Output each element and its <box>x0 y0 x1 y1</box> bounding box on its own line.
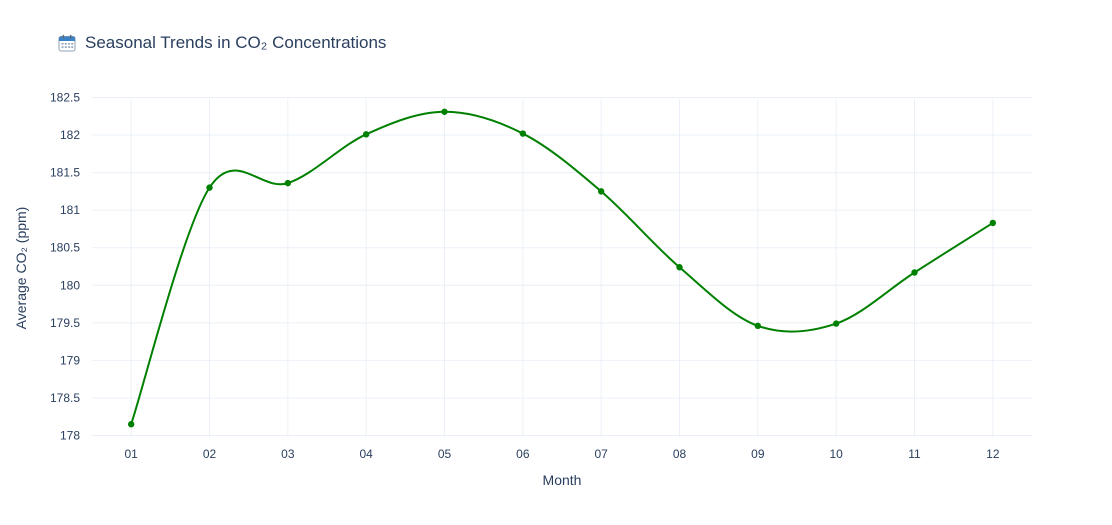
data-point <box>911 269 918 276</box>
data-point <box>362 131 370 138</box>
y-tick-label: 181.5 <box>50 166 80 180</box>
x-tick-label: 04 <box>359 447 373 461</box>
x-tick-label: 01 <box>124 447 138 461</box>
y-tick-label: 180 <box>60 278 80 292</box>
data-point <box>206 184 213 191</box>
chart-title-group: Seasonal Trends in CO₂ Concentrations <box>58 33 386 53</box>
y-tick-label: 182.5 <box>50 90 80 104</box>
x-tick-label: 08 <box>673 447 687 461</box>
series-line <box>130 110 994 425</box>
data-point <box>519 130 527 137</box>
x-tick-label: 03 <box>281 447 295 461</box>
data-point <box>676 264 683 271</box>
data-point <box>597 188 605 195</box>
y-axis-label: Average CO₂ (ppm) <box>13 207 29 330</box>
y-gridlines <box>92 96 1032 436</box>
y-tick-label: 179.5 <box>50 316 80 330</box>
data-point <box>989 219 997 227</box>
data-point <box>754 322 762 330</box>
x-gridlines <box>130 99 994 437</box>
data-point <box>284 179 292 187</box>
calendar-icon <box>58 34 76 52</box>
series-group <box>127 108 997 428</box>
x-tick-label: 06 <box>516 447 530 461</box>
x-tick-label: 02 <box>203 447 217 461</box>
y-tick-label: 178 <box>60 428 80 442</box>
x-tick-label: 12 <box>986 447 1000 461</box>
y-tick-label: 178.5 <box>50 391 80 405</box>
x-tick-label: 10 <box>829 447 843 461</box>
y-tick-label: 182 <box>60 128 80 142</box>
data-point <box>127 421 135 428</box>
x-axis-ticks: 01 02 03 04 05 06 07 08 09 10 11 12 <box>124 447 999 461</box>
y-tick-label: 181 <box>60 203 80 217</box>
chart-title: Seasonal Trends in CO₂ Concentrations <box>85 33 387 52</box>
x-tick-label: 05 <box>438 447 452 461</box>
x-tick-label: 07 <box>594 447 608 461</box>
data-point <box>441 108 448 115</box>
x-tick-label: 09 <box>751 447 765 461</box>
x-axis-label: Month <box>543 472 582 488</box>
y-tick-label: 179 <box>60 353 80 367</box>
x-tick-label: 11 <box>908 447 921 461</box>
y-axis-ticks: 178 178.5 179 179.5 180 180.5 181 181.5 182 182.5 <box>50 90 80 442</box>
y-tick-label: 180.5 <box>50 241 80 255</box>
data-point <box>832 320 840 327</box>
